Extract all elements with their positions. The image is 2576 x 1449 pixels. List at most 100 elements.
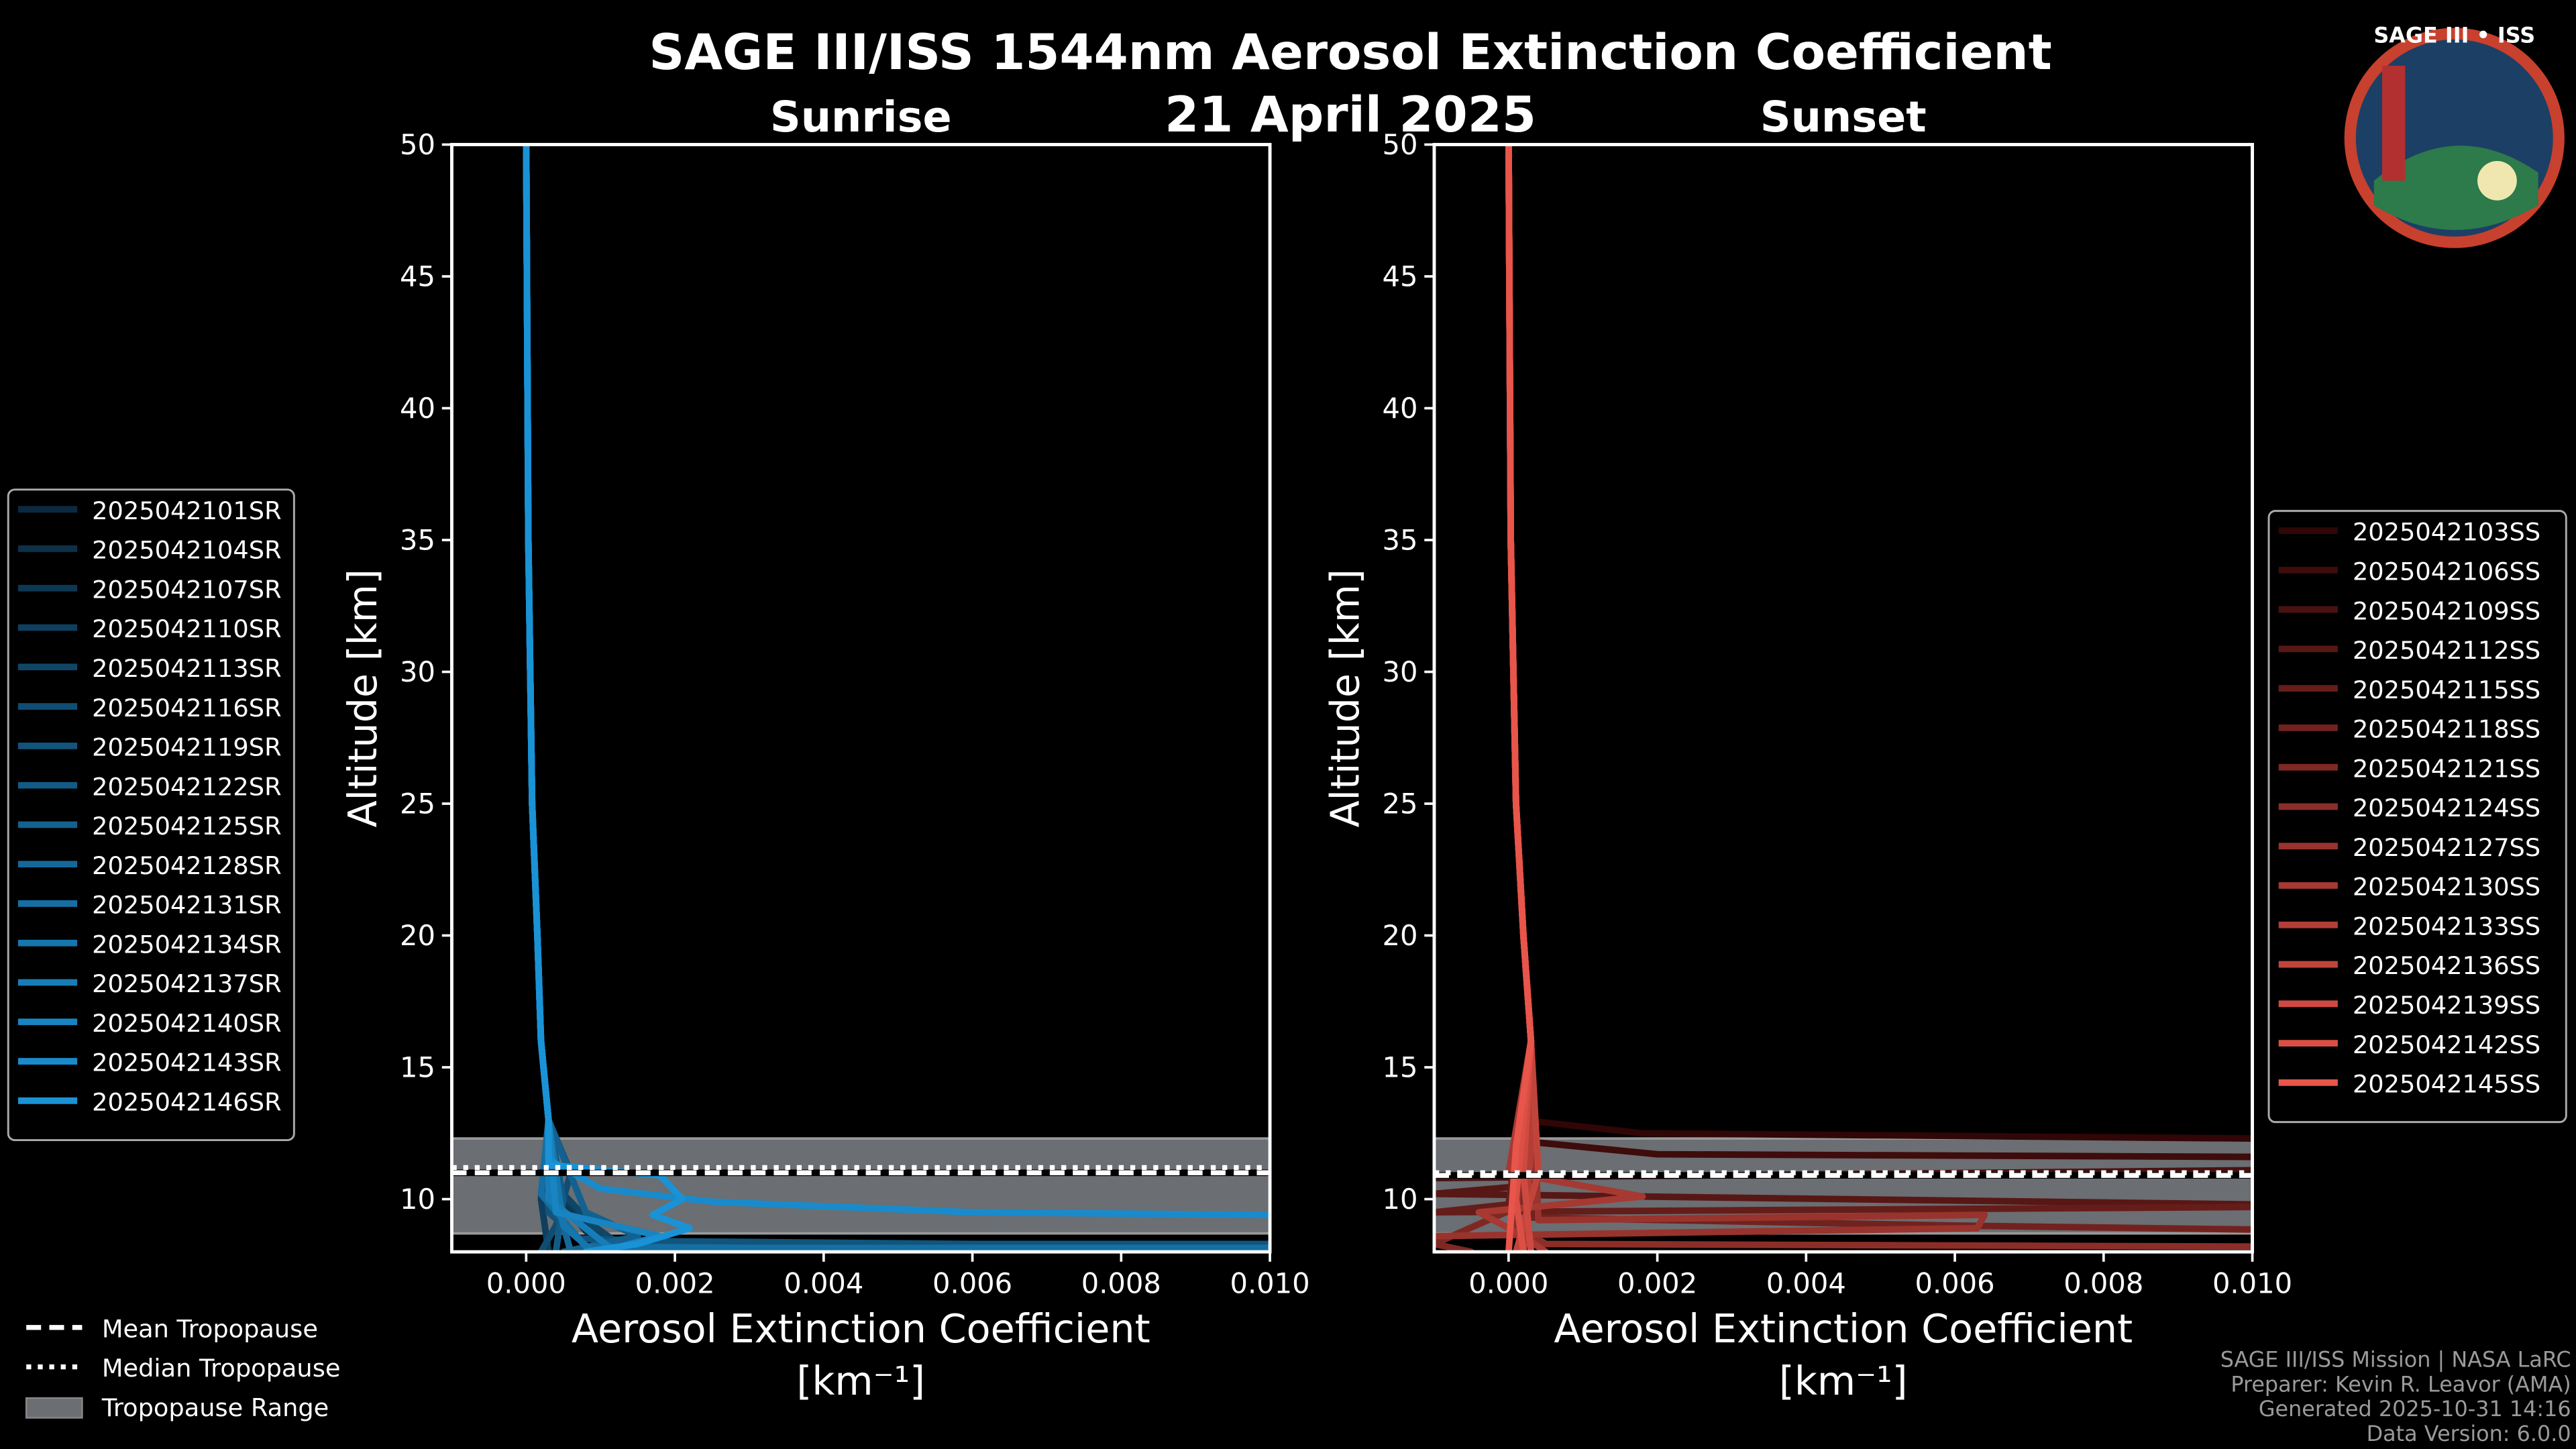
profile-line-2025042118SS [1505,144,2253,1233]
y-tick-label: 30 [400,655,435,688]
median-tropopause-label: Median Tropopause [102,1354,341,1383]
x-axis-label: Aerosol Extinction Coefficient [572,1305,1150,1352]
footer-line: Data Version: 6.0.0 [2367,1421,2571,1446]
profile-line-2025042131SR [523,144,1271,1252]
sunset-legend: 2025042103SS 2025042106SS 2025042109SS 2025… [2267,510,2567,1124]
legend-label: 2025042128SR [92,851,281,880]
legend-label: 2025042107SR [92,575,281,604]
x-tick-label: 0.004 [1766,1267,1846,1299]
y-tick-label: 15 [1383,1051,1418,1084]
y-tick-label: 10 [400,1183,435,1216]
profile-line-2025042109SS [1434,144,2253,1182]
profile-line-2025042134SR [523,144,596,1252]
profile-line-2025042145SS [1505,144,1535,1252]
panel-title: Sunrise [770,93,952,142]
logo-text: SAGE III • ISS [2373,23,2535,48]
y-tick-label: 35 [400,524,435,557]
x-tick-label: 0.004 [784,1267,863,1299]
figure-title: SAGE III/ISS 1544nm Aerosol Extinction C… [649,24,2051,81]
y-tick-label: 20 [1383,919,1418,952]
x-axis-label: Aerosol Extinction Coefficient [1554,1305,2133,1352]
y-tick-label: 10 [1383,1183,1418,1216]
x-tick-label: 0.002 [635,1267,714,1299]
figure-date: 21 April 2025 [1165,87,1536,144]
profile-line-2025042103SS [1505,144,2253,1142]
profile-line-2025042130SS [1475,144,1646,1252]
legend-label: 2025042130SS [2353,873,2540,902]
profile-line-2025042107SR [523,144,1271,1252]
x-tick-label: 0.000 [1468,1267,1548,1299]
y-axis-label: Altitude [km] [339,569,386,827]
legend-label: 2025042139SS [2353,991,2540,1020]
tropopause-range-label: Tropopause Range [101,1393,329,1422]
profile-line-2025042143SR [523,144,1271,1218]
profile-line-2025042112SS [1434,144,2253,1208]
x-tick-label: 0.006 [932,1267,1012,1299]
y-tick-label: 30 [1383,655,1418,688]
mean-tropopause-label: Mean Tropopause [102,1314,318,1343]
legend-box [2267,510,2567,1124]
x-tick-label: 0.000 [486,1267,566,1299]
legend-label: 2025042143SR [92,1049,281,1077]
x-tick-label: 0.010 [1230,1267,1309,1299]
y-tick-label: 25 [1383,788,1418,820]
y-tick-label: 45 [1383,260,1418,293]
x-tick-label: 0.006 [1915,1267,1994,1299]
legend-label: 2025042134SR [92,930,281,959]
profile-line-2025042146SR [523,144,694,1252]
y-tick-label: 50 [400,128,435,161]
legend-label: 2025042113SR [92,654,281,683]
legend-label: 2025042146SR [92,1088,281,1117]
y-tick-label: 35 [1383,524,1418,557]
legend-label: 2025042140SR [92,1009,281,1038]
legend-label: 2025042110SR [92,614,281,643]
y-axis-label: Altitude [km] [1322,569,1368,827]
legend-label: 2025042119SR [92,733,281,762]
legend-label: 2025042118SS [2353,715,2540,744]
legend-label: 2025042104SR [92,536,281,565]
x-tick-label: 0.010 [2212,1267,2292,1299]
x-tick-label: 0.002 [1617,1267,1697,1299]
legend-label: 2025042133SS [2353,912,2540,941]
y-tick-label: 50 [1383,128,1418,161]
tropopause-range-swatch [25,1397,83,1419]
axes-frame [1432,143,2254,1254]
profile-line-2025042106SS [1505,144,2253,1161]
legend-label: 2025042122SR [92,772,281,801]
legend-label: 2025042101SR [92,496,281,525]
profile-line-2025042113SR [523,144,634,1252]
plot-area [1434,144,2253,1252]
y-tick-label: 40 [1383,392,1418,425]
tropopause-legend: Mean Tropopause Median Tropopause Tropop… [25,1314,341,1422]
footer-line: SAGE III/ISS Mission | NASA LaRC [2220,1347,2571,1373]
legend-label: 2025042125SR [92,812,281,841]
sunrise-legend: 2025042101SR 2025042104SR 2025042107SR 2025… [7,488,295,1142]
x-axis-unit: [km⁻¹] [796,1358,925,1404]
axes-frame [450,143,1272,1254]
footer: SAGE III/ISS Mission | NASA LaRC Prepare… [2220,1347,2571,1446]
legend-label: 2025042103SS [2353,518,2540,547]
y-tick-label: 20 [400,919,435,952]
profile-line-2025042115SS [1434,144,2253,1216]
legend-label: 2025042124SS [2353,794,2540,822]
x-tick-label: 0.008 [2063,1267,2143,1299]
profile-line-2025042119SR [523,144,1271,1248]
x-tick-label: 0.008 [1081,1267,1161,1299]
legend-label: 2025042115SS [2353,676,2540,704]
legend-label: 2025042137SR [92,969,281,998]
x-axis-unit: [km⁻¹] [1779,1358,1908,1404]
legend-label: 2025042145SS [2353,1070,2540,1099]
legend-label: 2025042131SR [92,891,281,920]
legend-label: 2025042116SR [92,694,281,722]
plot-area [451,144,1271,1252]
legend-label: 2025042106SS [2353,557,2540,586]
legend-label: 2025042121SS [2353,754,2540,783]
panel-title: Sunset [1760,93,1927,142]
legend-label: 2025042136SS [2353,951,2540,980]
y-tick-label: 45 [400,260,435,293]
legend-label: 2025042109SS [2353,596,2540,625]
profile-line-2025042124SS [1505,144,2253,1250]
footer-line: Generated 2025-10-31 14:16 [2259,1396,2571,1421]
sunrise-panel: Sunrise 0.000 0.002 0.004 0.006 0.008 0.010 10 1… [7,93,1310,1404]
